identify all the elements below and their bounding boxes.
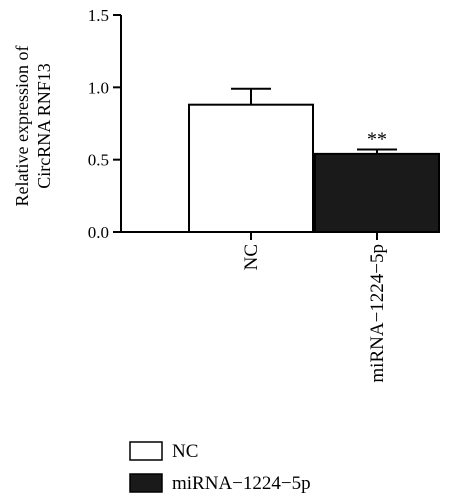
legend-swatch-nc xyxy=(129,441,163,461)
y-tick-label: 0.0 xyxy=(88,223,109,242)
legend-swatch-mirna xyxy=(129,473,163,493)
bar-nc xyxy=(188,103,314,233)
significance-annotation: ** xyxy=(367,129,387,151)
y-tick-label: 0.5 xyxy=(88,151,109,170)
legend-label-mirna: miRNA−1224−5p xyxy=(172,473,311,494)
legend: NC miRNA−1224−5p xyxy=(129,441,311,494)
y-axis-title-line-1: Relative expression of xyxy=(12,46,32,207)
y-axis-title: Relative expression of CircRNA RNF13 xyxy=(12,46,54,207)
y-axis-title-line-2: CircRNA RNF13 xyxy=(34,63,54,189)
legend-label-nc: NC xyxy=(172,441,198,462)
bar-mirna xyxy=(314,152,440,234)
plot-area: 0.0 0.5 1.0 1.5 NC miRNA−1224−5p ** xyxy=(88,6,440,383)
x-tick-label: miRNA−1224−5p xyxy=(367,244,388,383)
y-tick-label: 1.5 xyxy=(88,6,109,25)
y-tick-label: 1.0 xyxy=(88,78,109,97)
x-tick-label: NC xyxy=(241,244,262,270)
